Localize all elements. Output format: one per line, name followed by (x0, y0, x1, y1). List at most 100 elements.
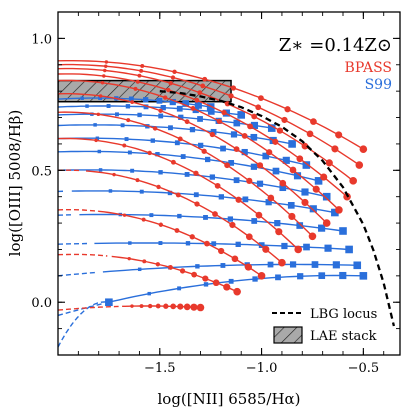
bpass-track-dashed-9 (58, 209, 99, 212)
s99-point (130, 168, 135, 173)
y-tick-label: 0.5 (31, 164, 52, 179)
bpass-point (212, 211, 218, 217)
s99-point (275, 274, 281, 281)
bpass-point (139, 304, 144, 308)
s99-point (128, 241, 132, 245)
s99-point (125, 104, 131, 109)
s99-point (345, 245, 353, 254)
s99-point (353, 261, 362, 270)
lbg-locus-line (159, 90, 396, 327)
bpass-point (201, 148, 207, 154)
s99-point (158, 241, 163, 245)
bpass-point (312, 185, 320, 193)
bpass-point (177, 136, 183, 142)
bpass-point (322, 219, 331, 227)
s99-point (287, 202, 295, 209)
s99-point (297, 273, 304, 280)
bpass-point (262, 245, 270, 253)
bpass-point (112, 172, 116, 177)
s99-point (128, 96, 134, 102)
bpass-point (183, 303, 191, 311)
bpass-point (142, 259, 147, 264)
s99-point (124, 137, 129, 142)
s99-point (233, 119, 241, 127)
x-tick-label: −0.5 (348, 361, 380, 376)
s99-track-dashed-12 (58, 301, 109, 348)
s99-point (228, 278, 234, 284)
bpass-point (133, 86, 138, 91)
s99-point (303, 243, 310, 251)
s99-point (150, 138, 155, 143)
bpass-point (202, 76, 208, 82)
bpass-point (177, 303, 184, 310)
bpass-point (276, 127, 284, 134)
s99-point (182, 100, 190, 107)
s99-point (211, 241, 217, 247)
s99-point (205, 156, 211, 163)
s99-point (272, 167, 280, 175)
s99-point (177, 213, 182, 219)
s99-point (288, 140, 296, 148)
bpass-point (147, 303, 153, 309)
s99-point (339, 227, 347, 235)
s99-point (279, 184, 287, 192)
s99-point (250, 163, 257, 170)
bpass-point (102, 74, 106, 78)
bpass-point (174, 228, 180, 233)
bpass-point (255, 211, 263, 219)
bpass-point (267, 194, 275, 202)
bpass-point (224, 162, 230, 169)
s99-point (233, 177, 240, 184)
bpass-point (98, 94, 103, 98)
metallicity-label: Z∗ =0.14Z⊙ (279, 35, 392, 56)
bpass-point (104, 60, 109, 64)
bpass-point (308, 232, 317, 241)
s99-point (237, 111, 246, 119)
bpass-point (170, 159, 176, 165)
bpass-point (306, 130, 314, 138)
s99-point (251, 218, 258, 224)
bpass-point (197, 90, 203, 96)
s99-point (167, 190, 173, 196)
bpass-point (233, 146, 240, 153)
bpass-point (189, 234, 195, 240)
s99-point (177, 286, 182, 291)
s99-point (194, 101, 202, 109)
s99-point (207, 108, 215, 115)
bpass-point (155, 262, 161, 267)
bpass-point (266, 149, 273, 156)
s99-point (97, 149, 102, 154)
legend-lbg-locus-label: LBG locus (310, 307, 377, 322)
s99-point (185, 241, 191, 246)
bpass-track-dashed-10 (58, 253, 108, 257)
s99-point (143, 104, 149, 110)
bpass-point (96, 112, 101, 117)
s99-point (155, 152, 160, 157)
bpass-point (147, 150, 152, 156)
s99-point (158, 170, 163, 175)
bpass-point (122, 213, 127, 217)
bpass-point (127, 256, 131, 261)
bpass-point (256, 162, 264, 169)
s99-point (218, 194, 224, 200)
s99-point (262, 152, 270, 160)
s99-point (120, 123, 125, 128)
s99-point (311, 261, 319, 268)
s99-point (139, 189, 144, 194)
bpass-point (193, 170, 199, 176)
s99-point (180, 154, 186, 159)
bpass-point (244, 263, 252, 271)
s99-point (98, 168, 103, 172)
s99-point (227, 216, 234, 222)
legend: LBG locus LAE stack (272, 307, 377, 344)
s99-point (250, 133, 258, 141)
bpass-model-label: BPASS (345, 60, 392, 76)
s99-point (314, 177, 323, 185)
bpass-point (247, 123, 253, 130)
bpass-point (296, 155, 304, 163)
bpass-point (301, 142, 309, 150)
bpass-point (281, 116, 288, 124)
bpass-point (130, 304, 134, 308)
s99-point (184, 172, 190, 177)
s99-model-label: S99 (365, 77, 392, 93)
